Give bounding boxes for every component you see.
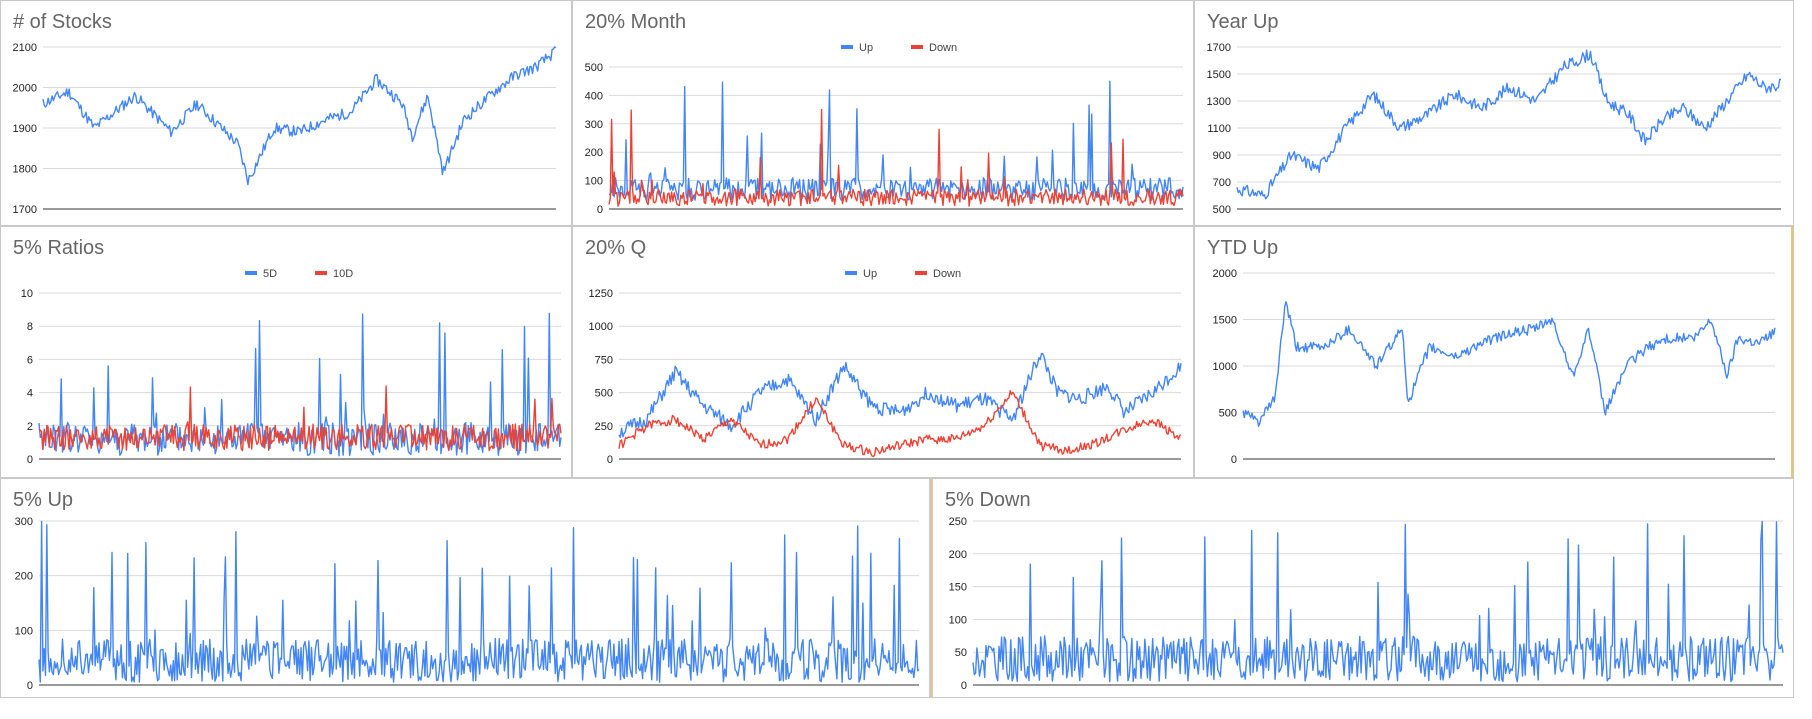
y-tick-label: 1700: [1207, 42, 1231, 54]
y-tick-label: 1800: [13, 164, 37, 176]
y-tick-label: 300: [585, 119, 603, 131]
y-tick-label: 1900: [13, 123, 37, 135]
series-line: [42, 46, 557, 186]
y-tick-label: 100: [949, 614, 967, 626]
legend-label: Up: [859, 42, 873, 54]
chart-title: # of Stocks: [13, 11, 112, 33]
y-tick-label: 500: [1213, 204, 1231, 216]
y-tick-label: 1300: [1207, 96, 1231, 108]
y-tick-label: 2: [27, 421, 33, 433]
y-tick-label: 6: [27, 354, 33, 366]
y-tick-label: 0: [27, 680, 33, 692]
y-tick-label: 400: [585, 90, 603, 102]
y-tick-label: 4: [27, 388, 33, 400]
series-line: [1242, 301, 1776, 427]
series-line: [38, 520, 920, 683]
y-tick-label: 200: [15, 571, 33, 583]
y-tick-label: 1000: [1213, 361, 1237, 373]
panel-20-month: 20% Month 0 100 200 300 400 500 Up Down: [572, 0, 1194, 226]
y-tick-label: 1000: [589, 321, 613, 333]
y-tick-label: 500: [1219, 408, 1237, 420]
y-tick-label: 8: [27, 321, 33, 333]
y-tick-label: 300: [15, 516, 33, 528]
legend-swatch: [915, 271, 927, 275]
y-tick-label: 2000: [1213, 268, 1237, 280]
chart-20-month: 0 100 200 300 400 500 Up Down: [585, 42, 1184, 216]
y-tick-label: 1700: [13, 204, 37, 216]
panel-year-up: Year Up 500 700 900 1100 1300 1500 1700: [1194, 0, 1794, 226]
y-tick-label: 0: [597, 204, 603, 216]
panel-5-ratios: 5% Ratios 0 2 4 6 8 10 5D 10D: [0, 226, 572, 478]
chart-title: 5% Down: [945, 489, 1031, 511]
series-line: [608, 108, 1184, 207]
chart-title: Year Up: [1207, 11, 1279, 33]
y-tick-label: 900: [1213, 150, 1231, 162]
legend-label: Up: [863, 268, 877, 280]
y-tick-label: 100: [15, 625, 33, 637]
y-tick-label: 0: [27, 454, 33, 466]
series-line: [618, 390, 1182, 458]
legend-swatch: [845, 271, 857, 275]
series-line: [608, 80, 1184, 202]
y-tick-label: 50: [955, 647, 967, 659]
y-tick-label: 1500: [1207, 69, 1231, 81]
chart-5-ratios: 0 2 4 6 8 10 5D 10D: [21, 268, 562, 466]
chart-stocks: 1700 1800 1900 2000 2100: [13, 42, 557, 216]
chart-year-up: 500 700 900 1100 1300 1500 1700: [1207, 42, 1782, 216]
y-tick-label: 1100: [1207, 123, 1231, 135]
y-tick-label: 0: [607, 454, 613, 466]
y-tick-label: 200: [949, 549, 967, 561]
y-tick-label: 750: [595, 354, 613, 366]
panel-5-down: 5% Down 0 50 100 150 200 250: [930, 478, 1794, 698]
panel-20-q: 20% Q 0 250 500 750 1000 1250 Up Down: [572, 226, 1194, 478]
y-tick-label: 1500: [1213, 315, 1237, 327]
legend-label: 5D: [263, 268, 277, 280]
y-tick-label: 2000: [13, 83, 37, 95]
legend-label: Down: [929, 42, 957, 54]
y-tick-label: 250: [949, 516, 967, 528]
y-tick-label: 200: [585, 147, 603, 159]
legend-swatch: [315, 271, 327, 275]
y-tick-label: 2100: [13, 42, 37, 54]
panel-stocks: # of Stocks 1700 1800 1900 2000 2100: [0, 0, 572, 226]
y-tick-label: 700: [1213, 177, 1231, 189]
chart-5-down: 0 50 100 150 200 250: [949, 516, 1784, 692]
legend-swatch: [245, 271, 257, 275]
legend-swatch: [911, 45, 923, 49]
panel-ytd-up: YTD Up 0 500 1000 1500 2000: [1194, 226, 1794, 478]
chart-title: 5% Up: [13, 489, 74, 511]
legend-label: 10D: [333, 268, 353, 280]
chart-title: 20% Month: [585, 11, 687, 33]
panel-5-up: 5% Up 0 100 200 300: [0, 478, 930, 698]
series-line: [38, 385, 562, 452]
chart-5-up: 0 100 200 300: [15, 516, 920, 692]
y-tick-label: 250: [595, 421, 613, 433]
legend-swatch: [841, 45, 853, 49]
y-tick-label: 1250: [589, 288, 613, 300]
series-line: [1236, 49, 1782, 200]
series-line: [618, 352, 1182, 439]
chart-20-q: 0 250 500 750 1000 1250 Up Down: [589, 268, 1182, 466]
chart-title: YTD Up: [1207, 237, 1279, 259]
chart-title: 20% Q: [585, 237, 647, 259]
series-line: [972, 520, 1784, 683]
y-tick-label: 100: [585, 176, 603, 188]
legend-label: Down: [933, 268, 961, 280]
y-tick-label: 10: [21, 288, 33, 300]
y-tick-label: 500: [585, 62, 603, 74]
y-tick-label: 150: [949, 582, 967, 594]
chart-title: 5% Ratios: [13, 237, 105, 259]
y-tick-label: 0: [961, 680, 967, 692]
y-tick-label: 500: [595, 388, 613, 400]
chart-ytd-up: 0 500 1000 1500 2000: [1213, 268, 1776, 466]
y-tick-label: 0: [1231, 454, 1237, 466]
